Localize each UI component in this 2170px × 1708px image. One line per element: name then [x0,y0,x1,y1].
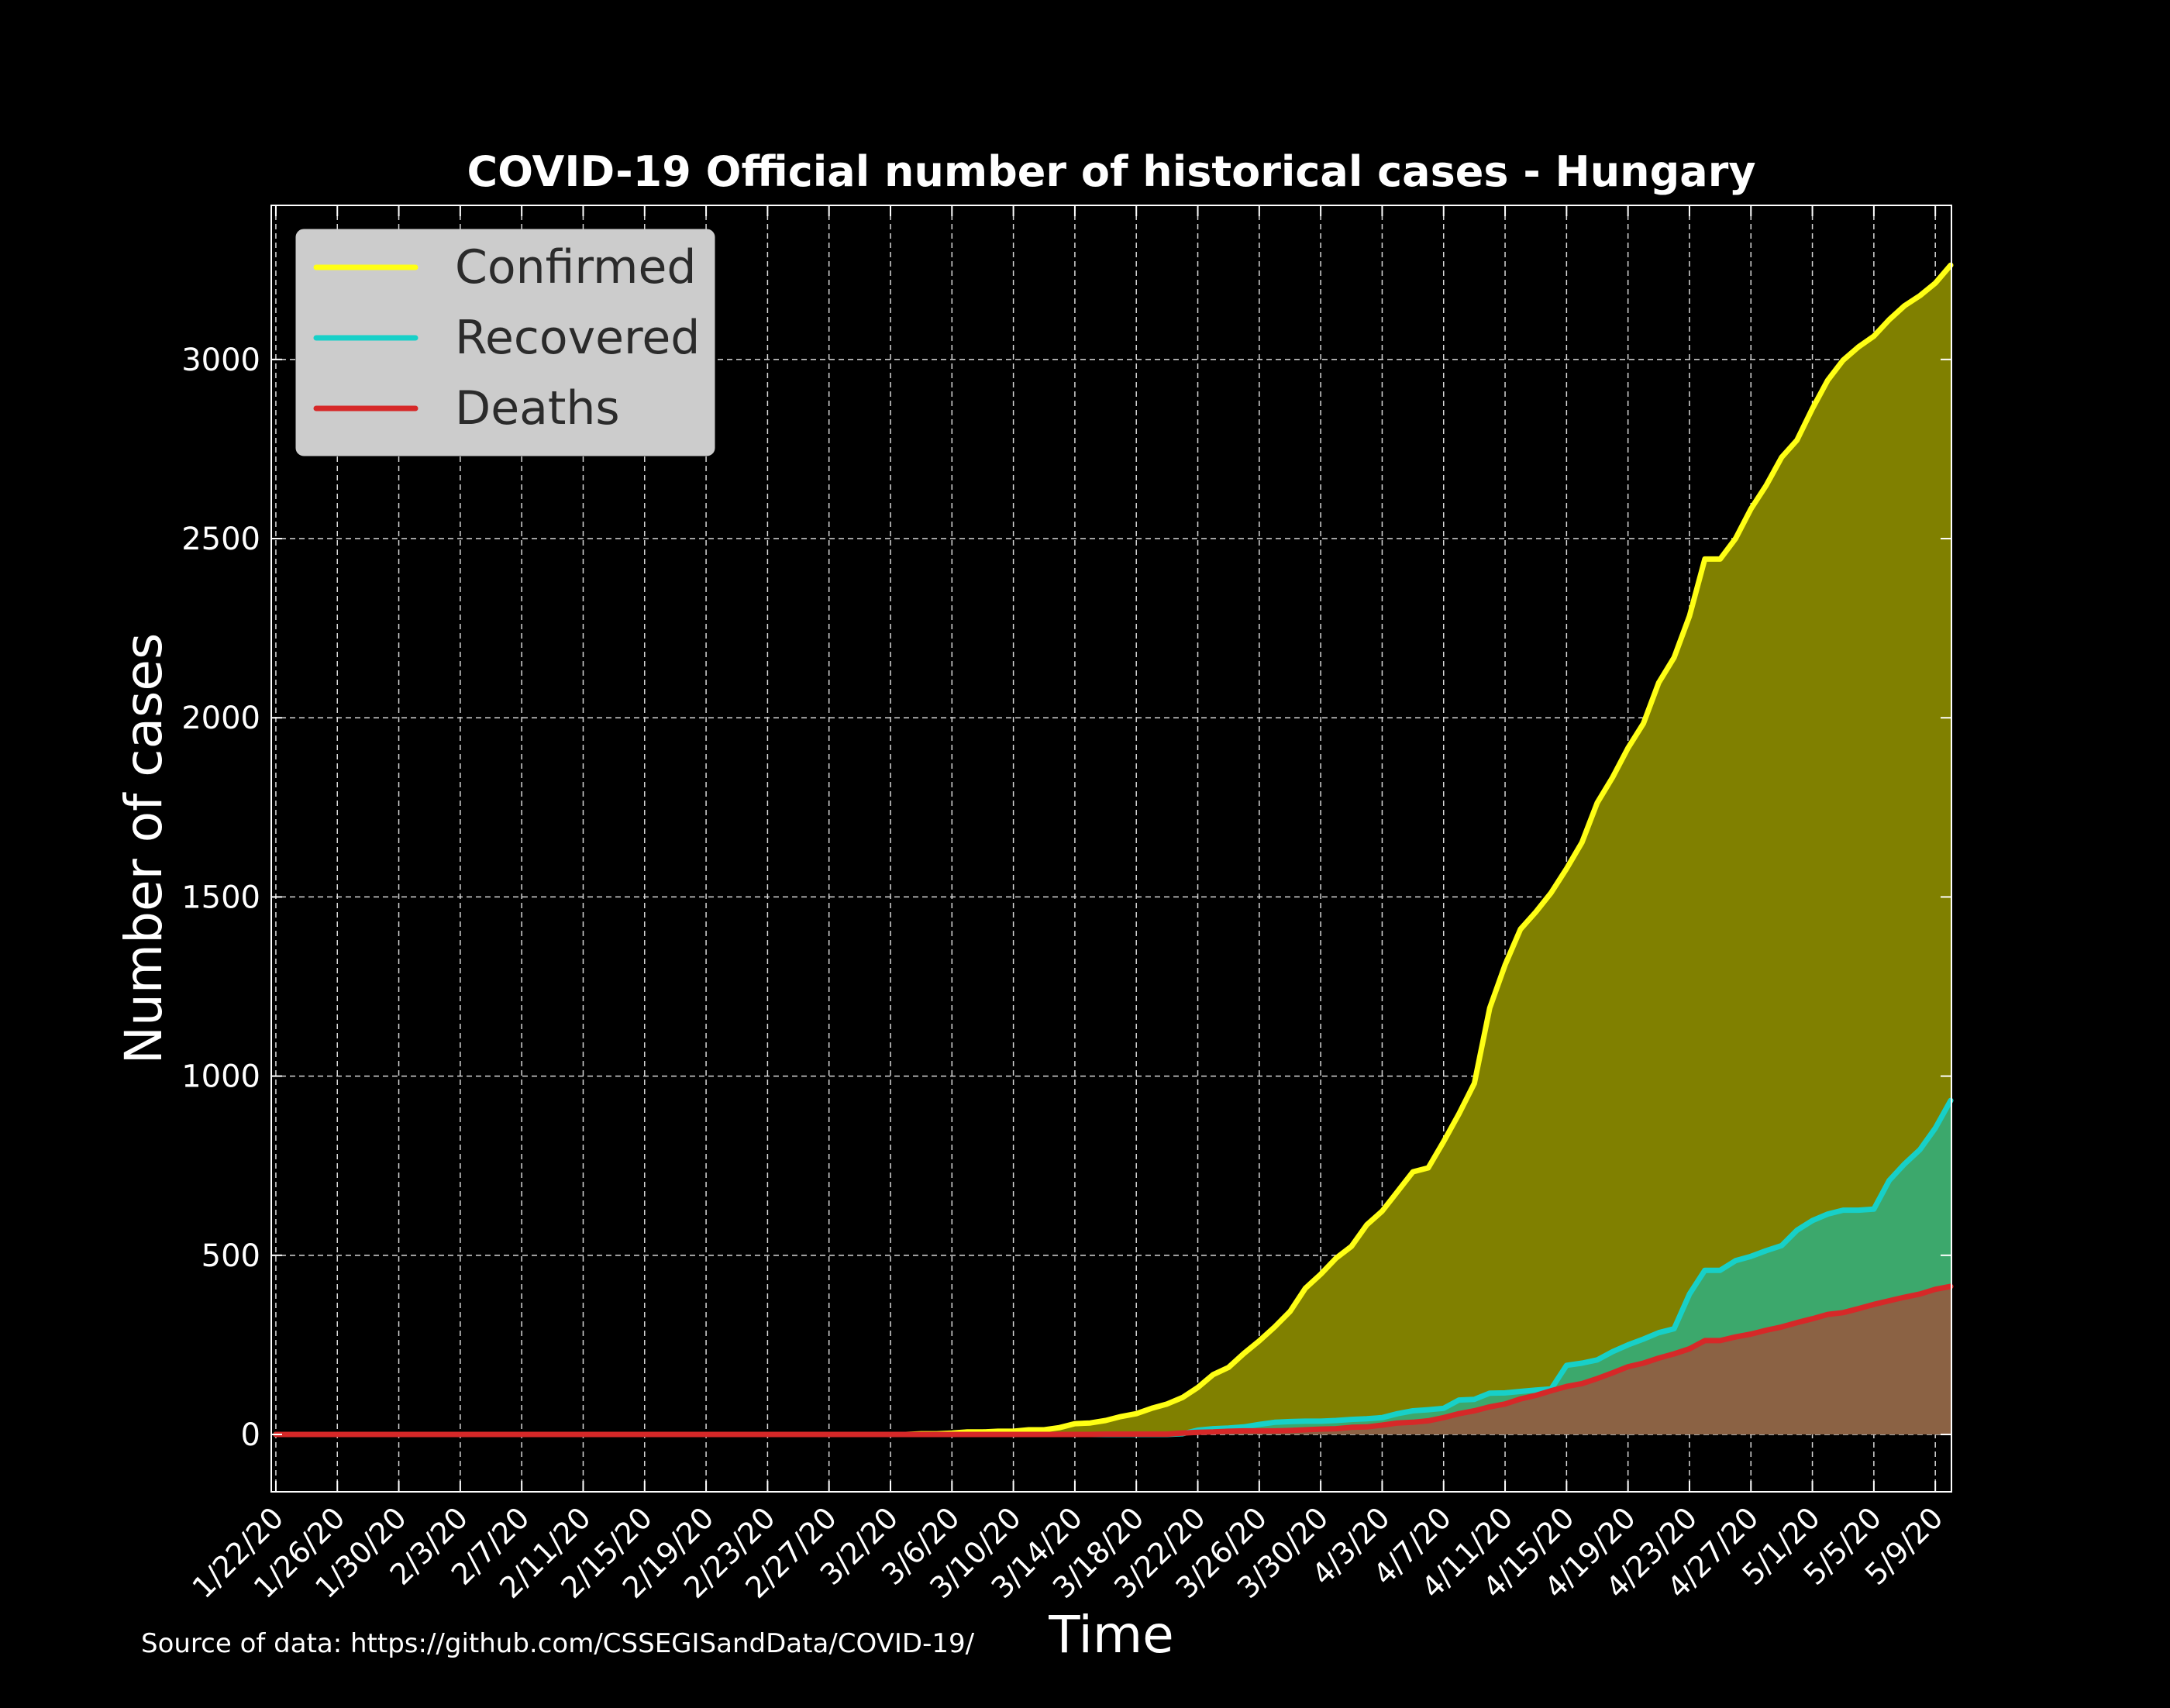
chart-title: COVID-19 Official number of historical c… [467,147,1755,196]
y-tick-label: 2000 [181,701,260,736]
y-tick-label: 3000 [181,343,260,378]
series-lines [273,262,1954,1438]
legend: Confirmed Recovered Deaths [295,229,715,456]
plot-frame [270,205,1952,1493]
y-tick-label: 1000 [181,1059,260,1095]
legend-label-confirmed: Confirmed [455,240,696,294]
x-axis-label: Time [1048,1605,1174,1665]
series-area-confirmed [275,265,1951,1435]
legend-label-recovered: Recovered [455,311,700,365]
y-tick-label: 2500 [181,522,260,557]
series-line-confirmed [273,262,1954,1438]
y-tick-label: 1500 [181,880,260,915]
legend-label-deaths: Deaths [455,381,620,436]
y-tick-label: 500 [202,1238,260,1274]
y-tick-label: 0 [241,1417,260,1453]
legend-box [295,229,715,456]
series-line-deaths [273,1283,1954,1438]
y-axis-label: Number of cases [114,633,174,1065]
source-note: Source of data: https://github.com/CSSEG… [141,1628,975,1659]
